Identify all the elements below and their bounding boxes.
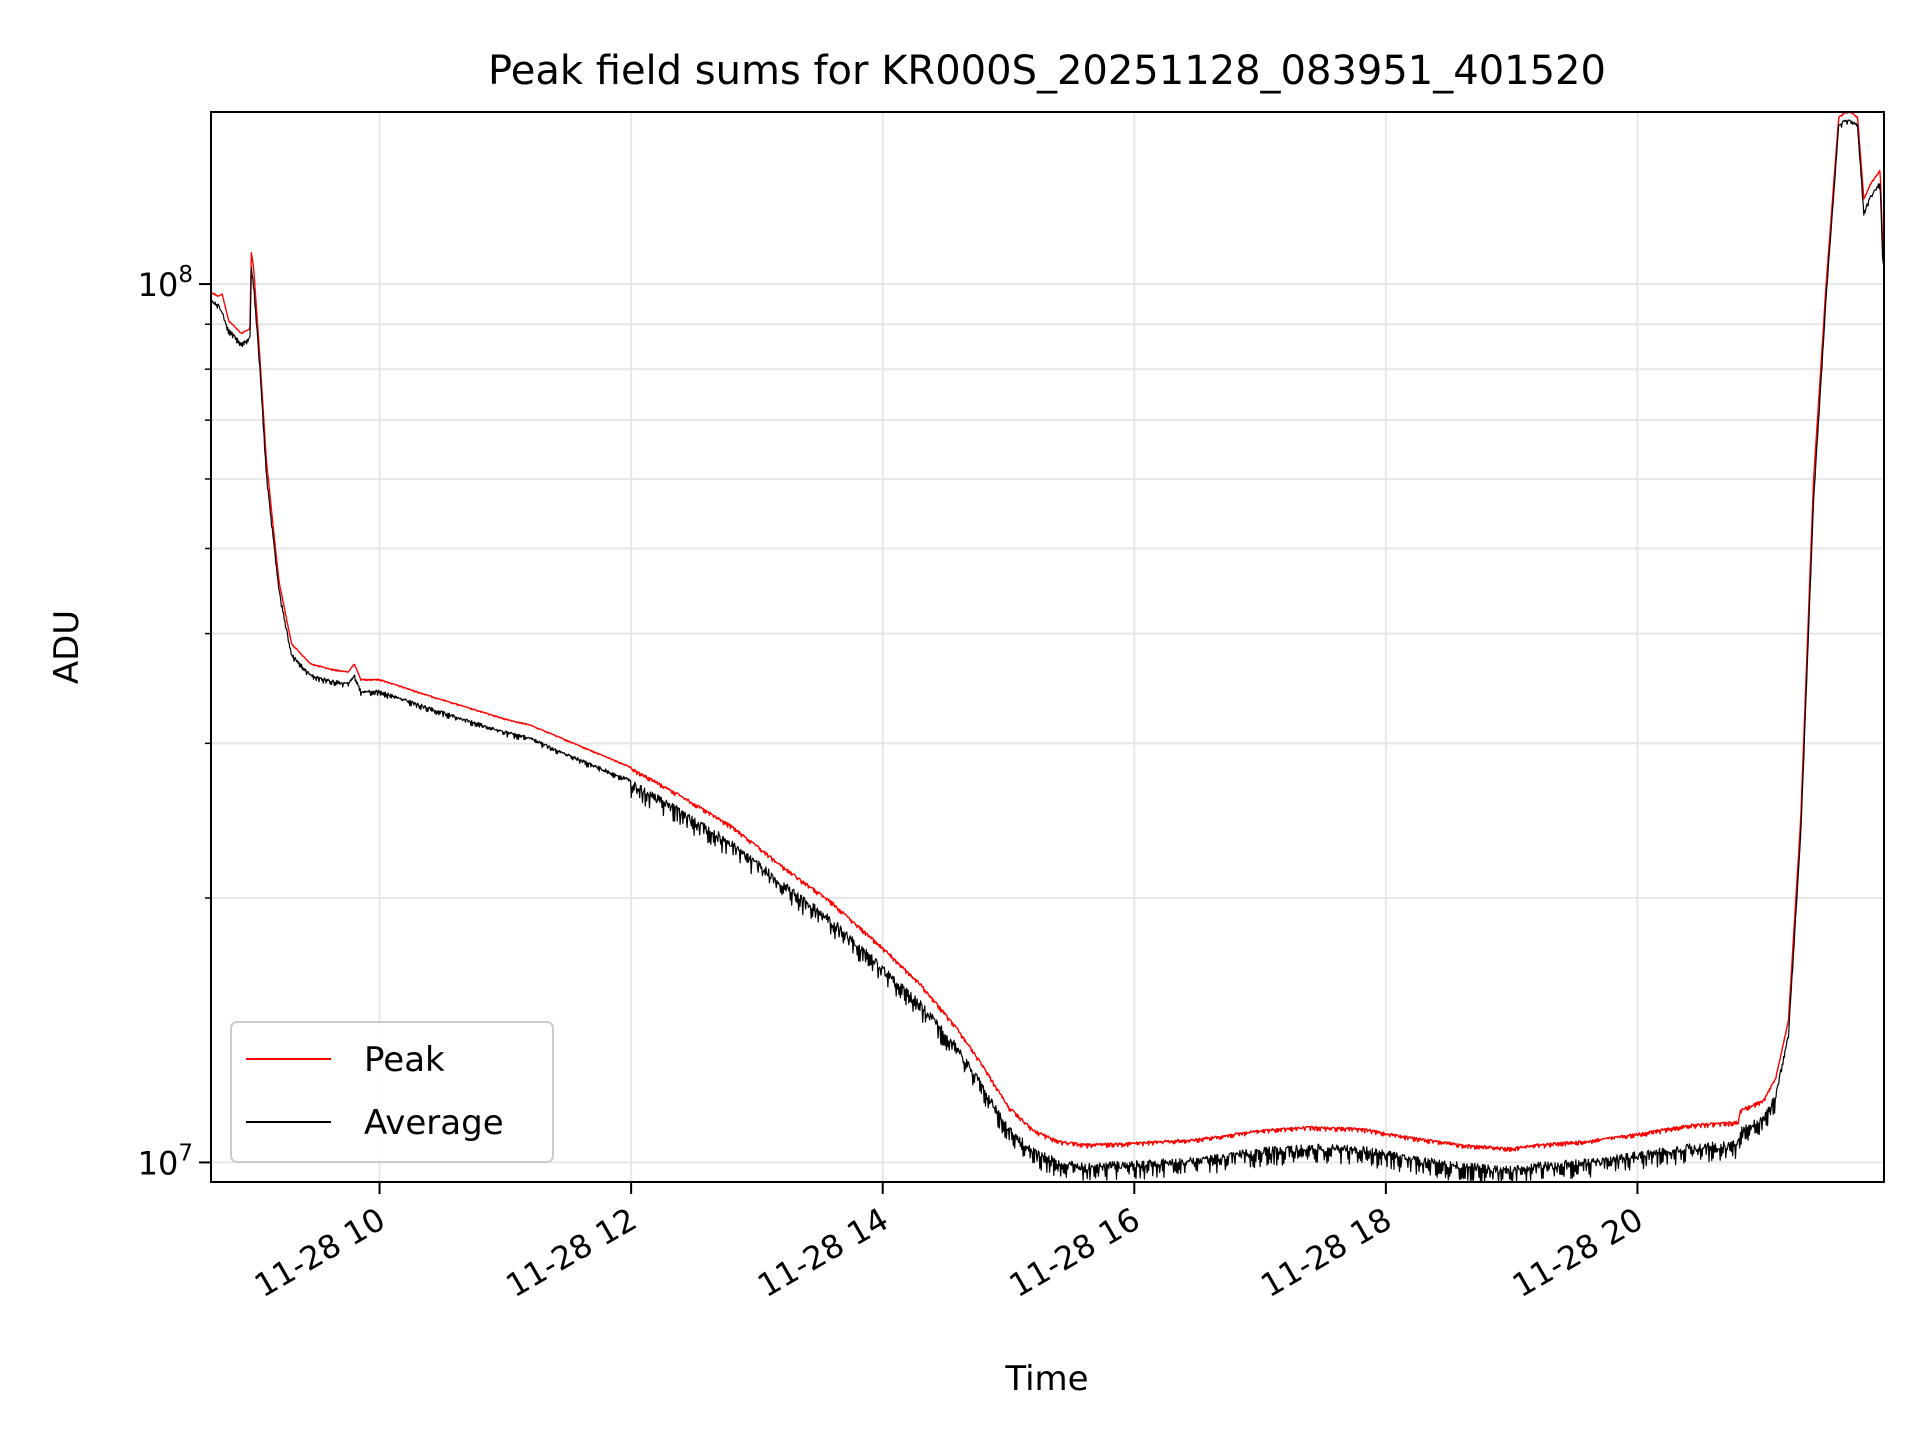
chart-title: Peak field sums for KR000S_20251128_0839… bbox=[488, 48, 1606, 94]
y-tick-label: 108 bbox=[138, 262, 193, 304]
y-axis-label: ADU bbox=[47, 610, 87, 684]
legend: Peak Average bbox=[230, 1021, 554, 1163]
x-axis-label: Time bbox=[1004, 1359, 1088, 1399]
legend-box bbox=[230, 1021, 554, 1163]
legend-label-average: Average bbox=[364, 1103, 504, 1143]
y-tick-label: 107 bbox=[138, 1140, 193, 1182]
plot-frame bbox=[210, 111, 1885, 1183]
series-line-average bbox=[210, 119, 1885, 1183]
plot-series bbox=[210, 111, 1885, 1183]
legend-label-peak: Peak bbox=[364, 1040, 445, 1080]
series-line-peak bbox=[210, 111, 1885, 1153]
y-axis: 107 108 bbox=[138, 262, 211, 1182]
